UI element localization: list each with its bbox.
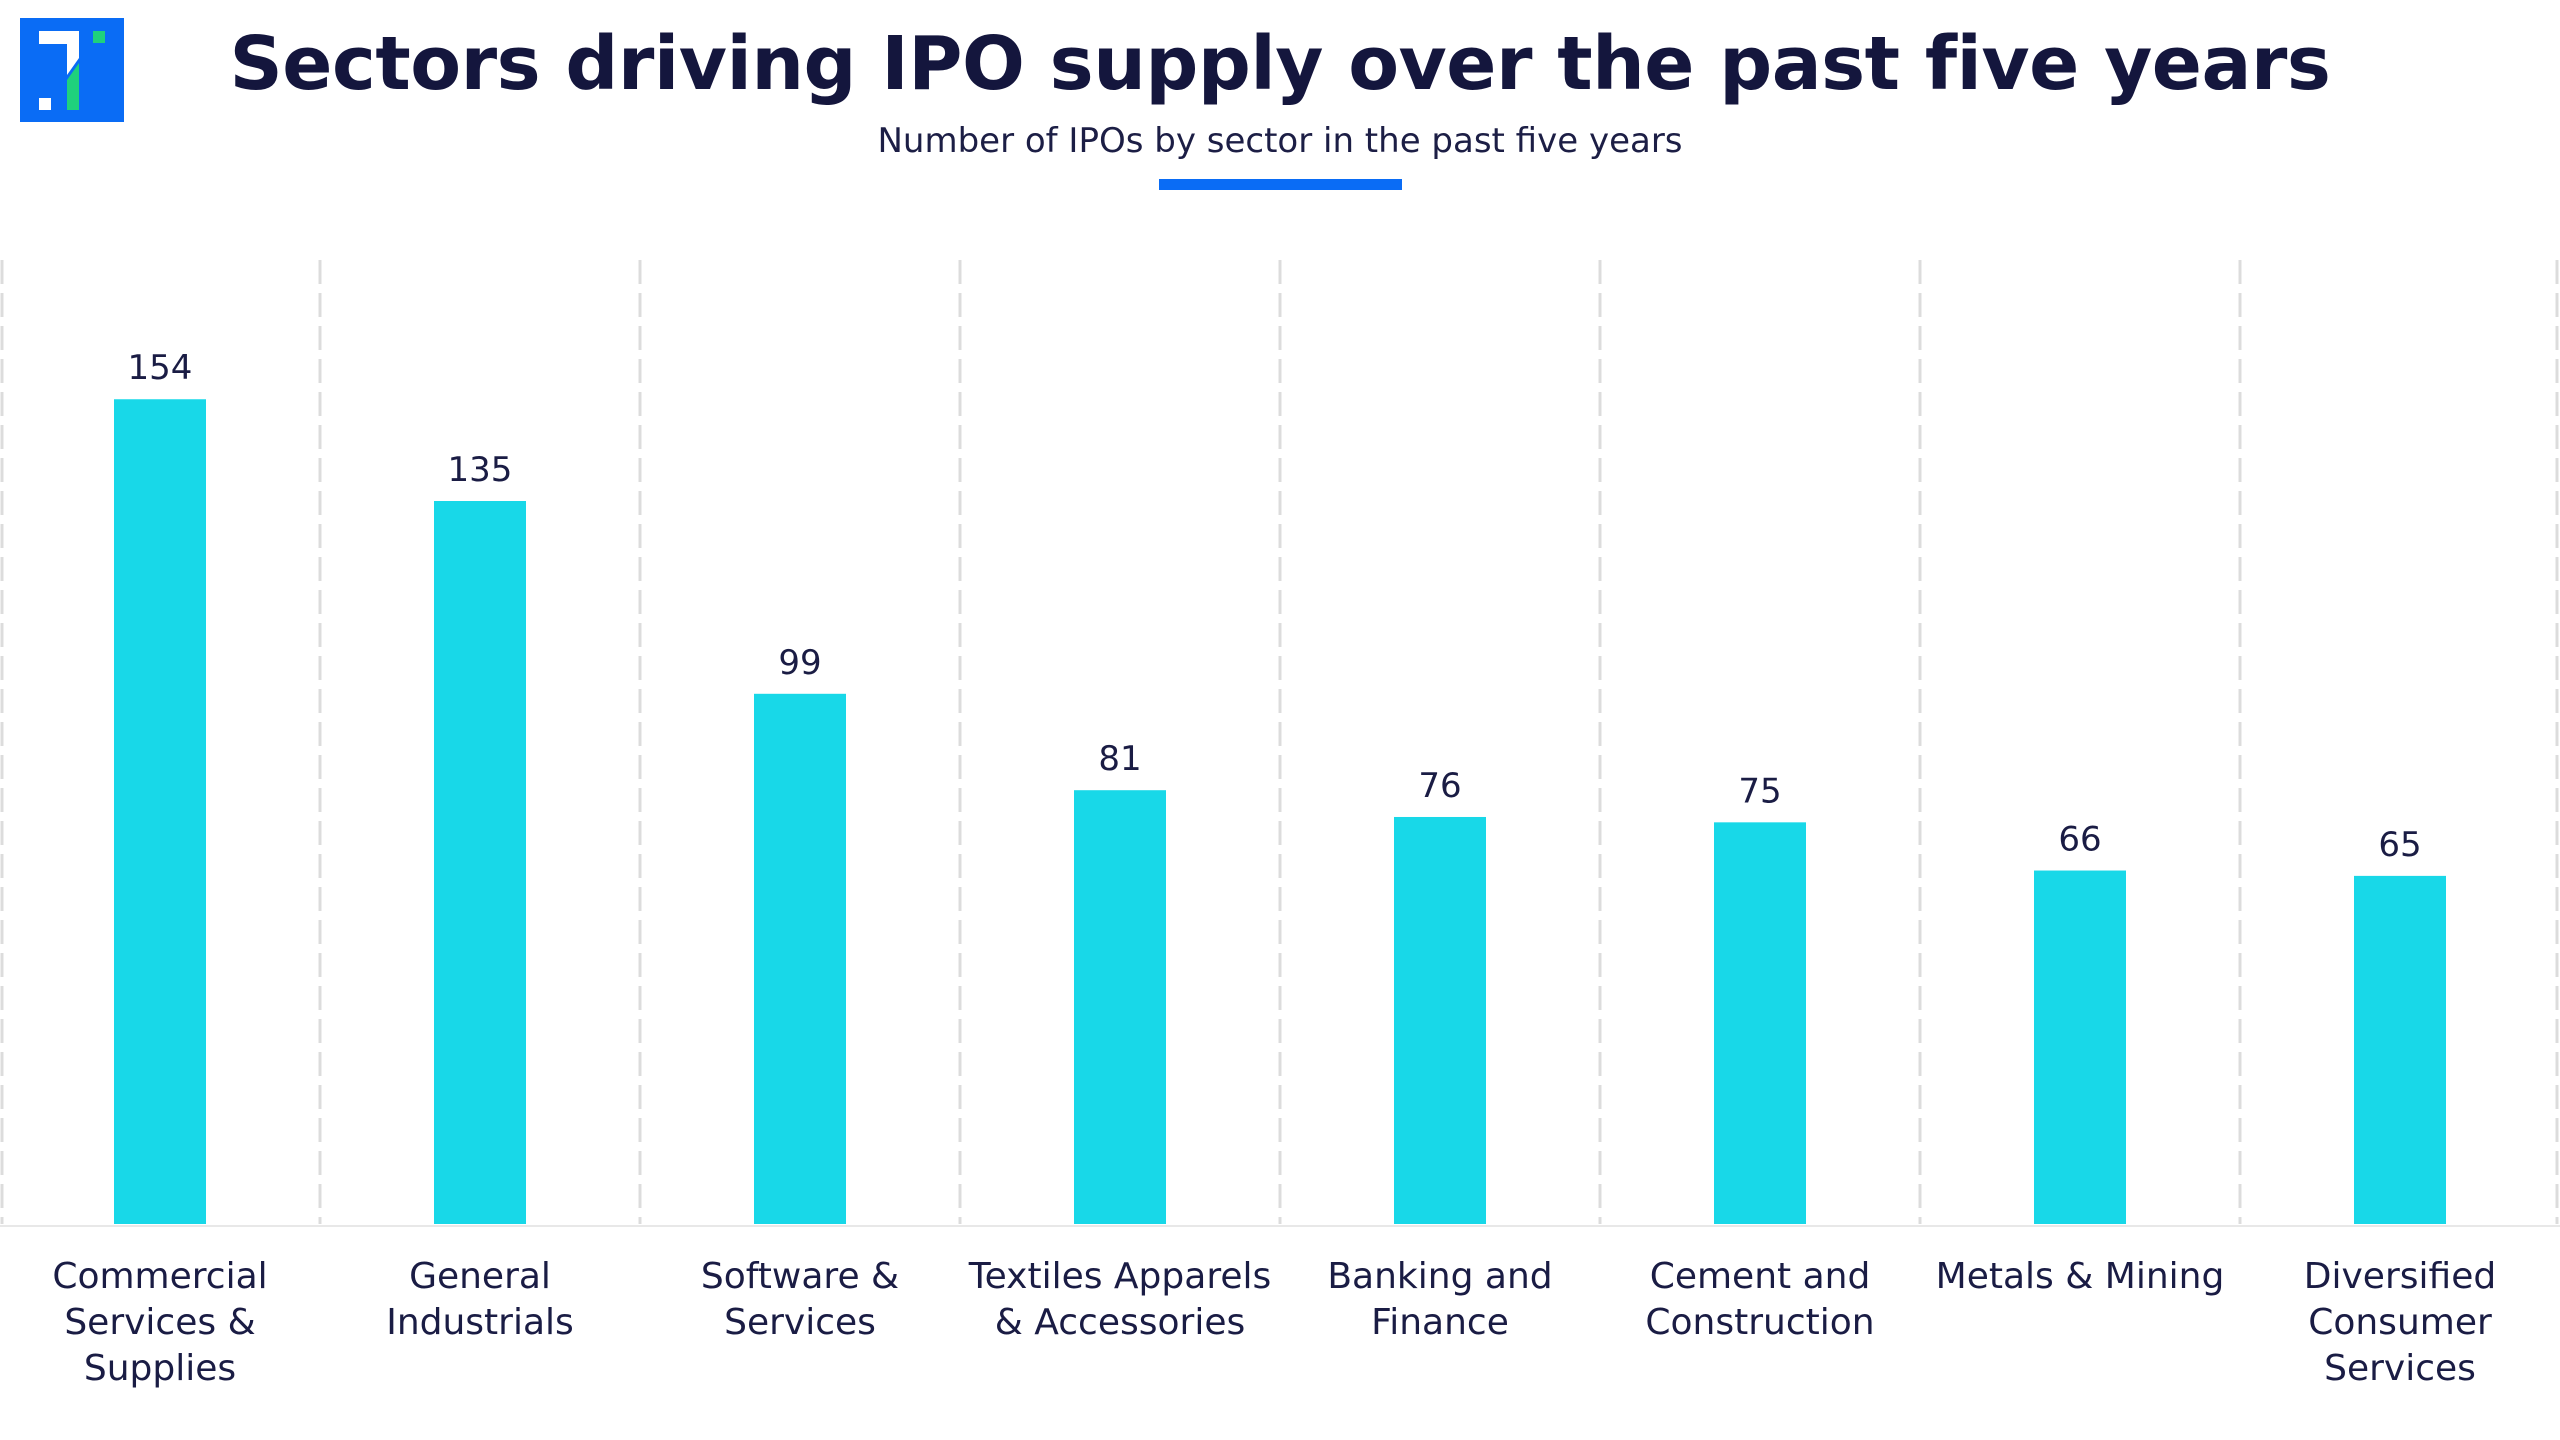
category-label: General Industrials bbox=[386, 1256, 574, 1343]
category-label: Textiles Apparels & Accessories bbox=[968, 1256, 1271, 1343]
category-label: Software & Services bbox=[701, 1256, 899, 1343]
category-label: Cement and Construction bbox=[1645, 1256, 1874, 1343]
category-label-line: Cement and bbox=[1650, 1256, 1871, 1297]
logo-green-stem bbox=[67, 63, 79, 110]
category-labels: Commercial Services & Supplies General Indus… bbox=[52, 1256, 2496, 1389]
value-label: 154 bbox=[128, 348, 193, 388]
bar-6 bbox=[1714, 822, 1806, 1224]
value-label: 66 bbox=[2058, 820, 2101, 860]
bar-7 bbox=[2034, 870, 2126, 1224]
bar-4 bbox=[1074, 790, 1166, 1224]
category-label-line: Supplies bbox=[84, 1348, 236, 1389]
chart-title: Sectors driving IPO supply over the past… bbox=[229, 21, 2331, 107]
value-label: 76 bbox=[1418, 766, 1461, 806]
bars bbox=[114, 399, 2446, 1224]
category-label-line: Textiles Apparels bbox=[968, 1256, 1271, 1297]
bar-1 bbox=[114, 399, 206, 1224]
category-label-line: Services bbox=[2324, 1348, 2476, 1389]
category-label: Commercial Services & Supplies bbox=[52, 1256, 267, 1389]
category-label-line: General bbox=[409, 1256, 551, 1297]
logo-dot bbox=[39, 98, 51, 110]
category-label-line: Industrials bbox=[386, 1302, 574, 1343]
category-label-line: Diversified bbox=[2304, 1256, 2496, 1297]
category-label: Diversified Consumer Services bbox=[2304, 1256, 2496, 1389]
category-label-line: Metals & Mining bbox=[1936, 1256, 2225, 1297]
bar-8 bbox=[2354, 875, 2446, 1224]
category-label-line: & Accessories bbox=[995, 1302, 1246, 1343]
category-label-line: Software & bbox=[701, 1256, 899, 1297]
category-label: Metals & Mining bbox=[1936, 1256, 2225, 1297]
value-label: 135 bbox=[448, 450, 513, 490]
value-label: 65 bbox=[2378, 825, 2421, 865]
logo-seven-top bbox=[39, 31, 79, 75]
value-labels: 154 135 99 81 76 75 66 65 bbox=[128, 348, 2422, 865]
bar-5 bbox=[1394, 816, 1486, 1224]
gridlines bbox=[0, 260, 2559, 1224]
category-label: Banking and Finance bbox=[1327, 1256, 1552, 1343]
subtitle-underline bbox=[1159, 179, 1402, 190]
category-label-line: Services bbox=[724, 1302, 876, 1343]
chart-subtitle: Number of IPOs by sector in the past fiv… bbox=[877, 121, 1683, 161]
value-label: 75 bbox=[1738, 771, 1781, 811]
value-label: 99 bbox=[778, 643, 821, 683]
category-label-line: Banking and bbox=[1327, 1256, 1552, 1297]
bar-2 bbox=[434, 501, 526, 1224]
category-label-line: Services & bbox=[64, 1302, 255, 1343]
category-label-line: Consumer bbox=[2308, 1302, 2492, 1343]
category-label-line: Finance bbox=[1371, 1302, 1509, 1343]
category-label-line: Commercial bbox=[52, 1256, 267, 1297]
brand-logo bbox=[20, 18, 124, 122]
logo-green-dot bbox=[93, 31, 105, 43]
bar-3 bbox=[754, 693, 846, 1224]
value-label: 81 bbox=[1098, 739, 1141, 779]
category-label-line: Construction bbox=[1645, 1302, 1874, 1343]
